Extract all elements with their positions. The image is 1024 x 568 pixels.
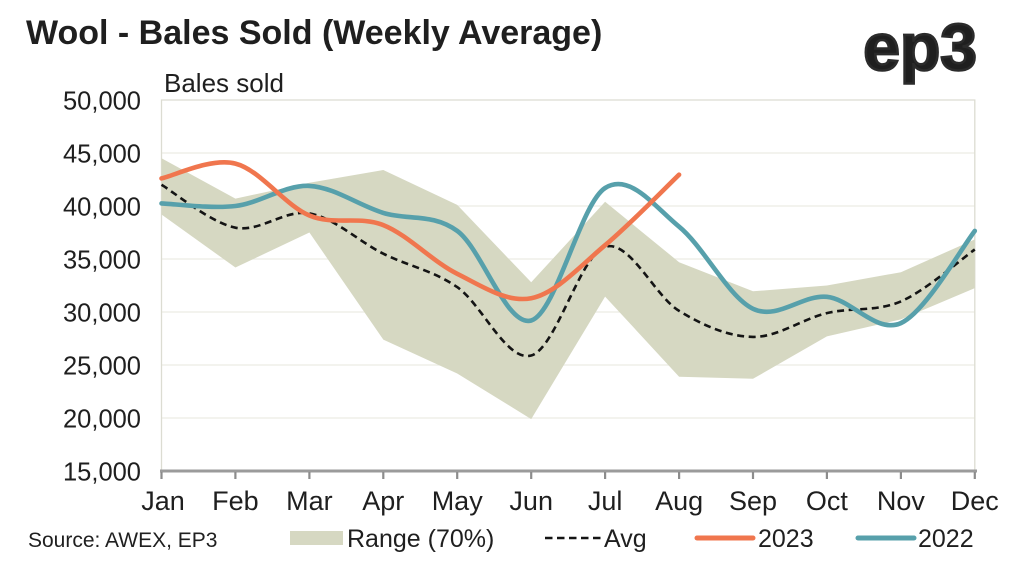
svg-text:Feb: Feb: [212, 486, 259, 516]
svg-text:40,000: 40,000: [63, 193, 141, 221]
svg-text:Jan: Jan: [141, 486, 185, 516]
svg-text:Oct: Oct: [806, 486, 849, 516]
svg-text:Source: AWEX, EP3: Source: AWEX, EP3: [28, 529, 217, 552]
svg-text:30,000: 30,000: [63, 299, 141, 327]
svg-text:Sep: Sep: [729, 486, 777, 516]
svg-text:Jul: Jul: [588, 486, 623, 516]
svg-text:Avg: Avg: [604, 525, 647, 553]
svg-text:Wool - Bales Sold (Weekly Aver: Wool - Bales Sold (Weekly Average): [26, 14, 602, 52]
svg-text:15,000: 15,000: [63, 458, 141, 486]
svg-text:May: May: [432, 486, 484, 516]
svg-text:Aug: Aug: [655, 486, 703, 516]
svg-text:ep3: ep3: [863, 10, 977, 84]
svg-text:Apr: Apr: [362, 486, 404, 516]
svg-text:2022: 2022: [918, 525, 974, 553]
svg-text:Bales sold: Bales sold: [164, 68, 284, 98]
svg-text:Range (70%): Range (70%): [347, 525, 494, 553]
svg-text:2023: 2023: [758, 525, 814, 553]
svg-text:25,000: 25,000: [63, 352, 141, 380]
svg-text:45,000: 45,000: [63, 140, 141, 168]
svg-text:50,000: 50,000: [63, 87, 141, 115]
svg-text:Jun: Jun: [509, 486, 553, 516]
svg-text:20,000: 20,000: [63, 405, 141, 433]
svg-text:Mar: Mar: [286, 486, 333, 516]
svg-text:Dec: Dec: [951, 486, 999, 516]
svg-text:35,000: 35,000: [63, 246, 141, 274]
svg-text:Nov: Nov: [877, 486, 926, 516]
